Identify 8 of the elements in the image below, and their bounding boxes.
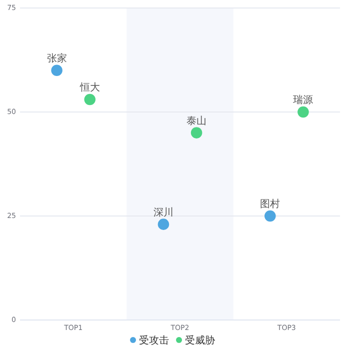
data-label: 瑞源 (293, 94, 314, 106)
data-label: 张家 (46, 52, 67, 64)
data-label: 恒大 (78, 82, 100, 94)
legend-label: 受威胁 (185, 334, 215, 346)
data-label: 泰山 (186, 114, 207, 127)
legend-label: 受攻击 (139, 334, 169, 346)
data-label: 深川 (153, 206, 174, 218)
data-label: 图村 (260, 198, 280, 210)
